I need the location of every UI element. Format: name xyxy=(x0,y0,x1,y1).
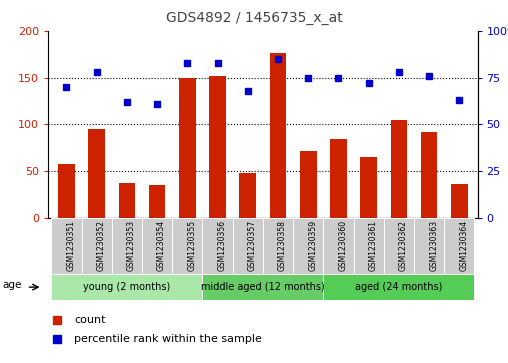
Text: GSM1230353: GSM1230353 xyxy=(127,220,136,272)
Text: GSM1230355: GSM1230355 xyxy=(187,220,196,272)
Text: count: count xyxy=(74,315,106,325)
Bar xyxy=(51,274,202,300)
Text: GSM1230356: GSM1230356 xyxy=(217,220,227,272)
Bar xyxy=(300,151,316,218)
Bar xyxy=(172,218,202,274)
Text: GSM1230361: GSM1230361 xyxy=(369,220,377,272)
Text: age: age xyxy=(3,280,22,290)
Text: GSM1230363: GSM1230363 xyxy=(429,220,438,272)
Bar xyxy=(81,218,112,274)
Bar xyxy=(58,164,75,218)
Bar xyxy=(330,139,347,218)
Bar xyxy=(51,218,81,274)
Bar xyxy=(324,218,354,274)
Text: GSM1230360: GSM1230360 xyxy=(338,220,347,272)
Text: percentile rank within the sample: percentile rank within the sample xyxy=(74,334,262,344)
Text: GSM1230354: GSM1230354 xyxy=(157,220,166,272)
Bar xyxy=(202,218,233,274)
Text: middle aged (12 months): middle aged (12 months) xyxy=(201,282,325,292)
Text: aged (24 months): aged (24 months) xyxy=(355,282,442,292)
Bar xyxy=(202,274,324,300)
Bar xyxy=(451,184,468,218)
Bar xyxy=(239,173,256,218)
Bar xyxy=(88,129,105,218)
Text: GDS4892 / 1456735_x_at: GDS4892 / 1456735_x_at xyxy=(166,11,342,25)
Bar xyxy=(112,218,142,274)
Bar xyxy=(324,274,474,300)
Bar xyxy=(354,218,384,274)
Bar xyxy=(142,218,172,274)
Bar xyxy=(391,120,407,218)
Text: GSM1230351: GSM1230351 xyxy=(67,220,75,272)
Text: GSM1230362: GSM1230362 xyxy=(399,220,408,272)
Bar xyxy=(209,76,226,218)
Bar xyxy=(233,218,263,274)
Bar xyxy=(149,185,166,218)
Text: GSM1230359: GSM1230359 xyxy=(308,220,317,272)
Text: GSM1230357: GSM1230357 xyxy=(248,220,257,272)
Bar xyxy=(293,218,324,274)
Bar xyxy=(444,218,474,274)
Bar xyxy=(179,78,196,218)
Text: GSM1230352: GSM1230352 xyxy=(97,220,106,272)
Bar xyxy=(263,218,293,274)
Text: GSM1230364: GSM1230364 xyxy=(459,220,468,272)
Bar xyxy=(384,218,414,274)
Bar xyxy=(118,183,135,218)
Bar xyxy=(414,218,444,274)
Bar xyxy=(360,157,377,218)
Bar xyxy=(270,53,287,218)
Text: GSM1230358: GSM1230358 xyxy=(278,220,287,272)
Bar xyxy=(421,132,437,218)
Text: young (2 months): young (2 months) xyxy=(83,282,171,292)
